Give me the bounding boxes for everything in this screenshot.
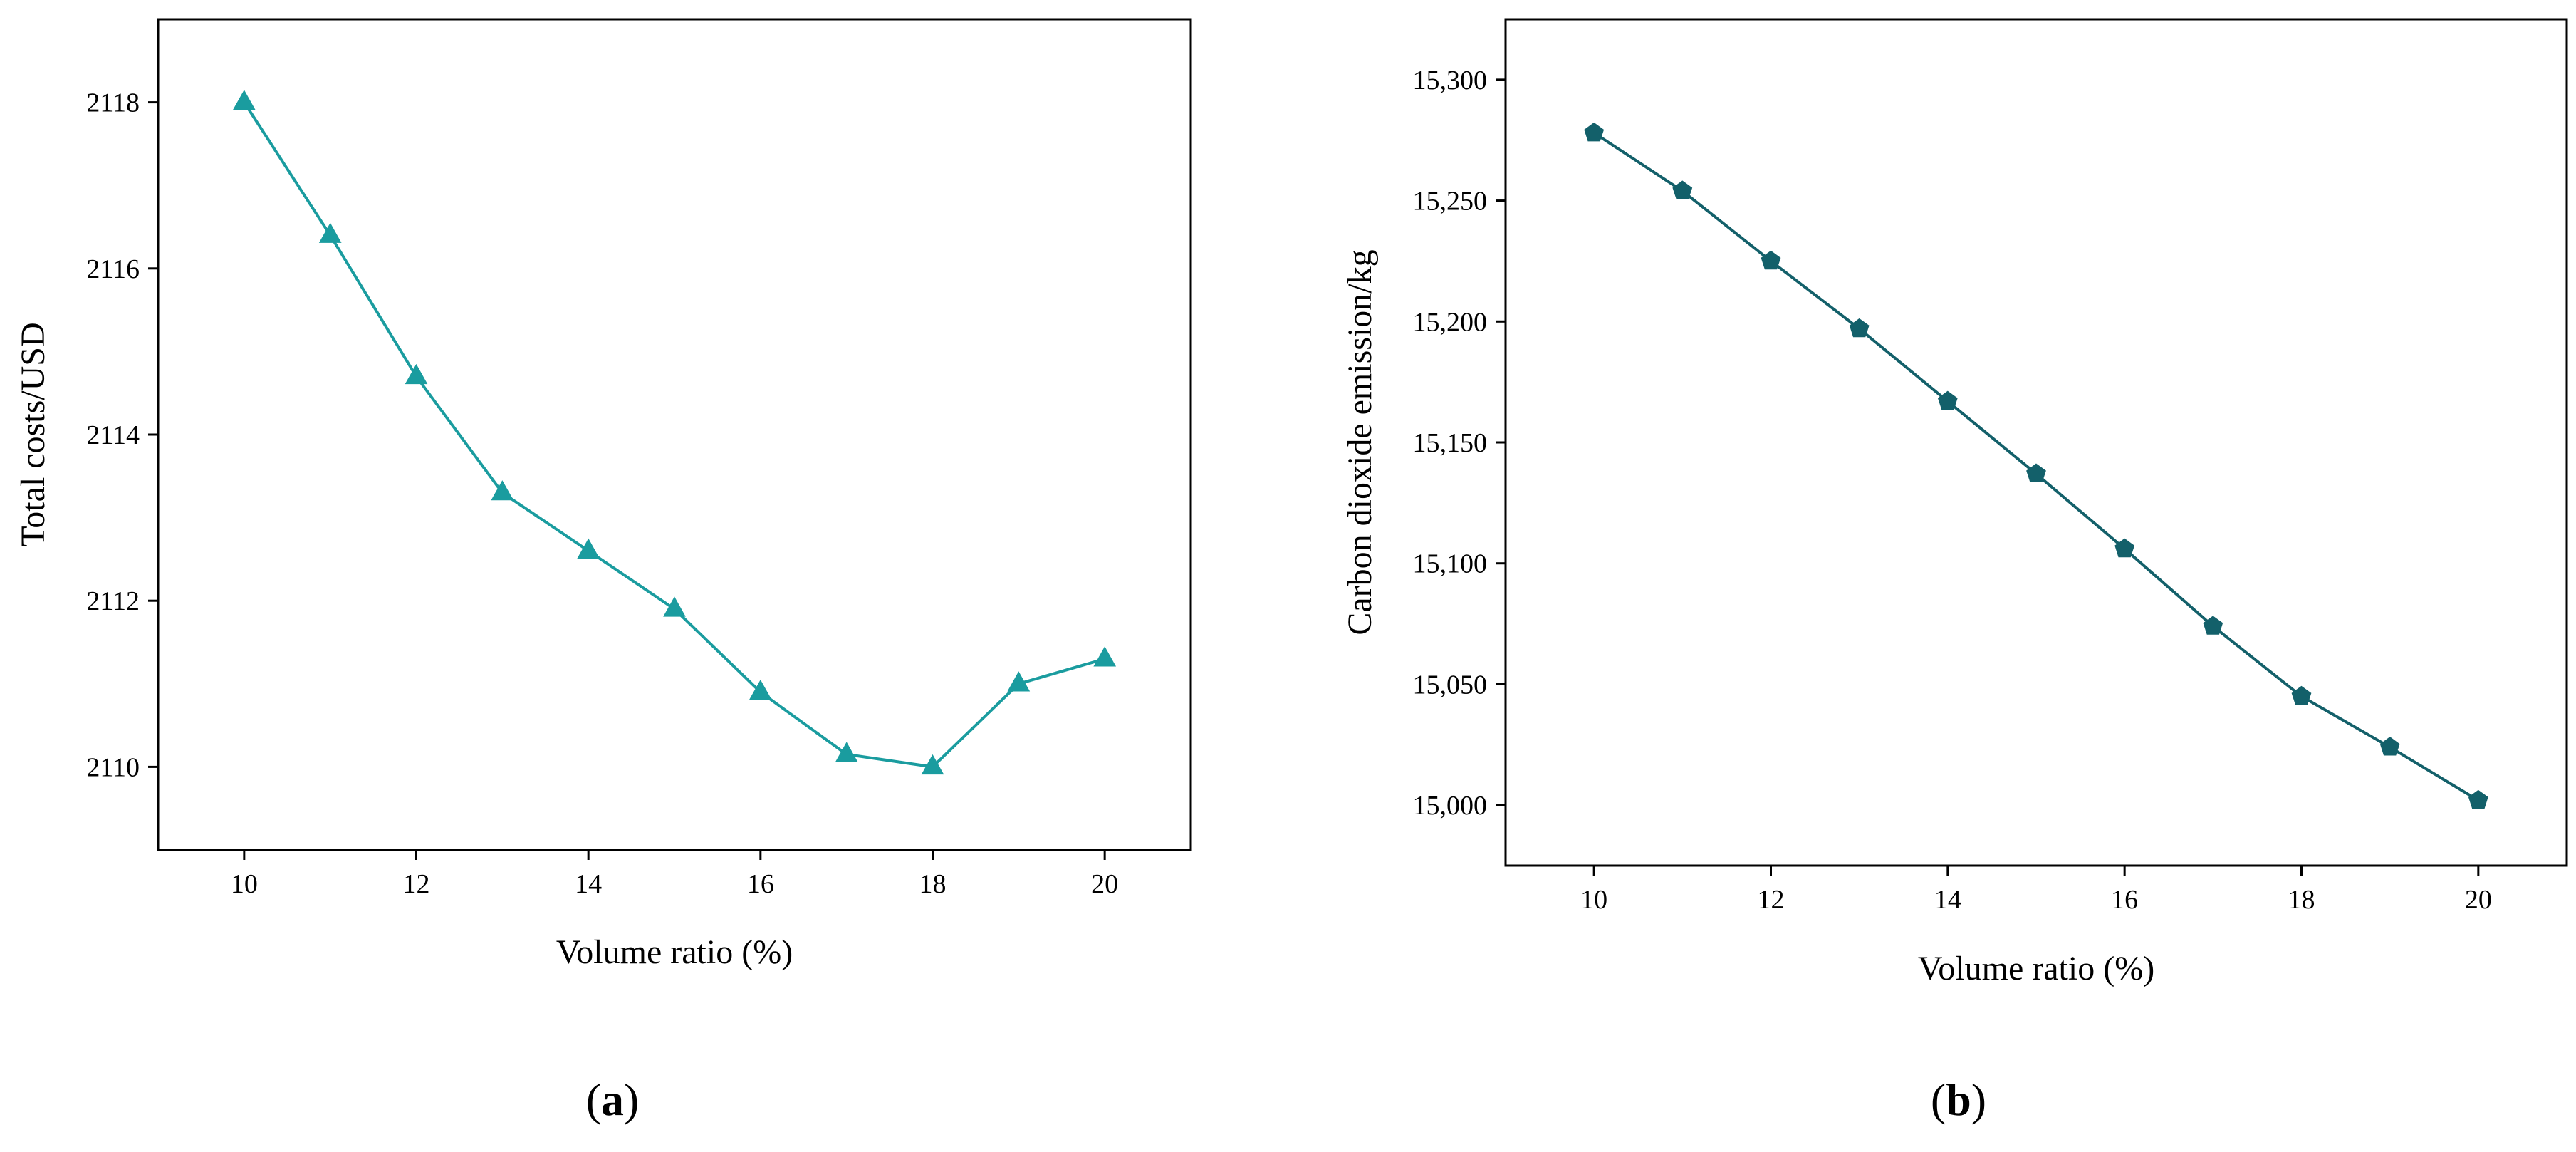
panel-a-data-point <box>663 596 686 617</box>
panel-b-data-point <box>1584 122 1605 142</box>
panel-a-data-point <box>1007 671 1031 692</box>
panel-b-x-axis-title: Volume ratio (%) <box>1918 950 2154 987</box>
panel-a-y-tick-label: 2114 <box>86 420 140 450</box>
panel-b-y-tick-label: 15,250 <box>1413 187 1488 217</box>
panel-b-y-axis-title: Carbon dioxide emission/kg <box>1341 249 1379 635</box>
panel-a-x-tick-label: 18 <box>919 869 947 899</box>
panel-a-y-axis-title: Total costs/USD <box>14 322 52 546</box>
panel-a-x-tick-label: 10 <box>231 869 258 899</box>
panel-b-label: (b) <box>1931 1074 1986 1125</box>
panel-a-x-axis-title: Volume ratio (%) <box>556 933 793 971</box>
panel-a-y-tick-label: 2112 <box>86 586 140 616</box>
panel-b-label-open: ( <box>1931 1074 1946 1125</box>
panel-a-x-tick-label: 12 <box>403 869 430 899</box>
panel-b-data-point <box>2379 737 2400 756</box>
panel-b-data-point <box>1672 180 1693 199</box>
panel-b-x-tick-label: 20 <box>2465 885 2492 915</box>
panel-a-data-point <box>835 742 858 762</box>
panel-a-data-point <box>232 90 256 110</box>
panel-a-data-point <box>921 754 944 775</box>
panel-a-x-tick-label: 16 <box>747 869 774 899</box>
panel-b-chart: 10 12 14 16 18 20 15,000 15,050 15,100 15,150 15,2… <box>1341 18 2568 987</box>
panel-a-plot-frame <box>157 18 1192 851</box>
panel-b-x-tick-label: 10 <box>1580 885 1607 915</box>
panel-a-y-tick-label: 2116 <box>86 254 140 284</box>
panel-b-y-tick-label: 15,300 <box>1413 66 1488 95</box>
panel-b-x-tick-label: 16 <box>2111 885 2138 915</box>
panel-a-series-line <box>243 101 1105 769</box>
panel-b-x-tick-label: 12 <box>1758 885 1785 915</box>
panel-a-y-tick-label: 2110 <box>86 752 140 782</box>
panel-b-x-tick-label: 14 <box>1934 885 1961 915</box>
panel-a-x-tick-label: 14 <box>575 869 602 899</box>
panel-b-data-point <box>1761 250 1781 270</box>
panel-a-y-tick-label: 2118 <box>86 88 140 118</box>
panel-a-label-letter: a <box>601 1074 624 1125</box>
panel-a-data-point <box>405 363 428 385</box>
panel-b-data-point <box>2291 685 2312 705</box>
panel-b-x-tick-label: 18 <box>2288 885 2315 915</box>
panel-b-data-point <box>1849 318 1870 338</box>
panel-a-data-point <box>318 222 342 243</box>
panel-b-plot-frame <box>1504 18 2568 867</box>
panel-a-data-point <box>491 480 514 501</box>
panel-b-y-tick-label: 15,100 <box>1413 549 1488 579</box>
panel-b-data-point <box>2203 616 2223 635</box>
panel-b-data-point <box>2114 538 2135 558</box>
panel-a-data-point <box>577 538 600 559</box>
panel-b-data-point <box>2468 789 2488 809</box>
panel-a-label-close: ) <box>624 1074 639 1125</box>
panel-b-y-tick-label: 15,200 <box>1413 307 1488 337</box>
panel-a-data-point <box>1093 646 1117 667</box>
panel-a-x-tick-label: 20 <box>1091 869 1118 899</box>
panel-b-y-tick-label: 15,000 <box>1413 791 1488 821</box>
panel-b-label-close: ) <box>1971 1074 1986 1125</box>
panel-b-y-tick-label: 15,050 <box>1413 670 1488 700</box>
panel-b-data-point <box>1937 390 1958 410</box>
panel-b-data-point <box>2026 463 2046 482</box>
panel-a-chart: 10 12 14 16 18 20 2110 2112 2114 2116 2118 Volume r… <box>14 18 1192 971</box>
panel-b-label-letter: b <box>1946 1074 1971 1125</box>
panel-a-data-point <box>749 679 772 700</box>
panel-a-label-open: ( <box>586 1074 601 1125</box>
panel-b-y-tick-label: 15,150 <box>1413 428 1488 458</box>
panel-a-label: (a) <box>586 1074 640 1125</box>
